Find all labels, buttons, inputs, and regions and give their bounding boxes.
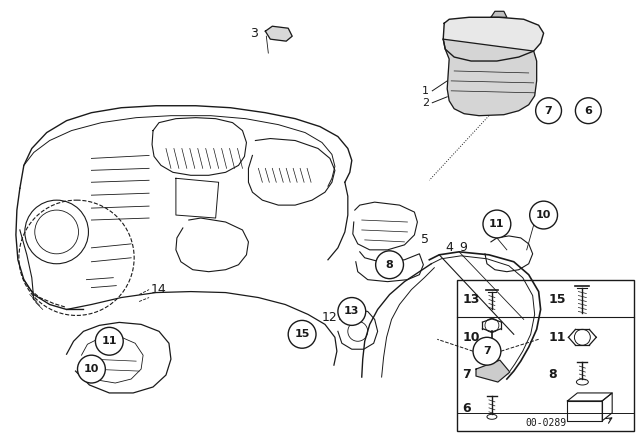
Text: 5: 5 (421, 233, 429, 246)
Circle shape (95, 327, 124, 355)
Text: 9: 9 (459, 241, 467, 254)
Circle shape (575, 98, 601, 124)
Text: 00-0289: 00-0289 (525, 418, 566, 428)
Text: 8: 8 (548, 367, 557, 380)
Polygon shape (491, 11, 507, 17)
Polygon shape (266, 26, 292, 41)
Text: 6: 6 (462, 402, 471, 415)
Text: 1: 1 (422, 86, 429, 96)
Text: 11: 11 (548, 331, 566, 344)
Text: 13: 13 (344, 306, 360, 316)
Circle shape (536, 98, 561, 124)
Circle shape (288, 320, 316, 348)
Text: 3: 3 (250, 27, 259, 40)
Text: 10: 10 (536, 210, 551, 220)
Polygon shape (476, 360, 510, 382)
Text: 7: 7 (545, 106, 552, 116)
Circle shape (338, 297, 365, 325)
Text: 7: 7 (483, 346, 491, 356)
Circle shape (376, 251, 403, 279)
Text: 11: 11 (102, 336, 117, 346)
Text: 13: 13 (462, 293, 479, 306)
Circle shape (77, 355, 106, 383)
Circle shape (473, 337, 501, 365)
Text: 15: 15 (294, 329, 310, 339)
Circle shape (530, 201, 557, 229)
Text: 10: 10 (84, 364, 99, 374)
Text: 7: 7 (462, 367, 471, 380)
Text: 12: 12 (322, 311, 338, 324)
Text: 10: 10 (462, 331, 479, 344)
Text: 6: 6 (584, 106, 592, 116)
Bar (457, 280, 634, 431)
Text: 14: 14 (151, 283, 167, 296)
Text: 11: 11 (489, 219, 505, 229)
Polygon shape (444, 39, 537, 116)
Text: 15: 15 (548, 293, 566, 306)
Polygon shape (444, 17, 543, 61)
Circle shape (483, 210, 511, 238)
Text: 2: 2 (422, 98, 429, 108)
Text: 8: 8 (386, 260, 394, 270)
Text: 4: 4 (445, 241, 453, 254)
